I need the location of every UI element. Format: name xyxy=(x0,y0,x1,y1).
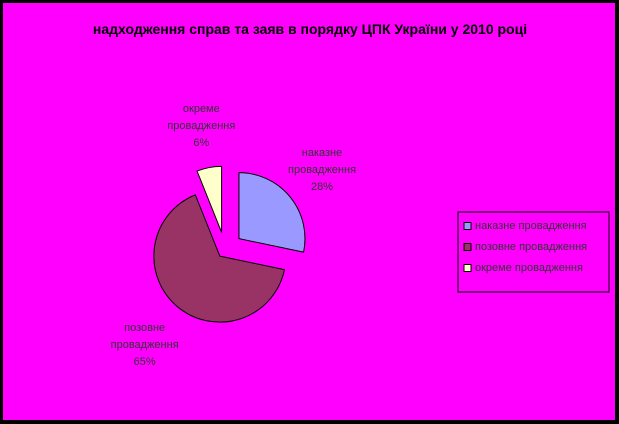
legend-label: наказне провадження xyxy=(475,220,587,232)
data-label: наказне провадження 28% xyxy=(274,145,370,196)
legend-swatch xyxy=(463,222,472,230)
legend-label: окреме провадження xyxy=(475,262,583,274)
legend-swatch xyxy=(463,243,472,251)
chart-title: надходження справ та заяв в порядку ЦПК … xyxy=(92,21,528,37)
data-label: окреме провадження 6% xyxy=(153,101,249,152)
legend-swatch xyxy=(463,264,472,272)
data-label-name: окреме провадження xyxy=(167,103,236,133)
data-label: позовне провадження 65% xyxy=(97,320,193,371)
data-label-name: наказне провадження xyxy=(288,147,357,177)
data-label-value: 6% xyxy=(193,137,210,150)
pie-slice xyxy=(153,194,286,323)
data-label-value: 65% xyxy=(133,355,156,368)
data-label-name: позовне провадження xyxy=(110,321,179,351)
legend-box xyxy=(457,211,610,293)
legend-label: позовне провадження xyxy=(475,241,587,253)
pie-slice xyxy=(238,172,306,253)
pie-slice xyxy=(196,165,223,233)
data-label-value: 28% xyxy=(311,181,334,194)
